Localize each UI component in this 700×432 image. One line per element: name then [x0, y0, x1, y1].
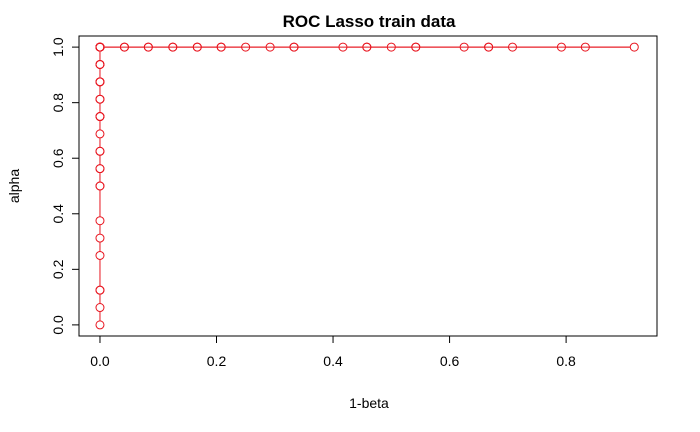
y-axis-label: alpha	[6, 169, 22, 203]
data-point	[95, 285, 105, 295]
data-point	[119, 42, 129, 52]
data-point	[95, 59, 105, 69]
data-point	[241, 42, 251, 52]
x-tick-label: 0.8	[556, 353, 576, 369]
y-tick-label: 1.0	[50, 37, 66, 57]
data-point	[95, 320, 105, 330]
data-point	[386, 42, 396, 52]
data-point	[95, 164, 105, 174]
x-axis-label: 1-beta	[349, 395, 389, 411]
data-point	[95, 146, 105, 156]
y-tick-label: 0.0	[50, 315, 66, 335]
x-tick-label: 0.6	[440, 353, 460, 369]
data-point	[289, 42, 299, 52]
y-tick-label: 0.4	[50, 204, 66, 224]
data-point	[95, 181, 105, 191]
data-point	[95, 77, 105, 87]
data-point	[411, 42, 421, 52]
chart-title: ROC Lasso train data	[283, 12, 456, 31]
y-tick-label: 0.2	[50, 259, 66, 279]
data-point	[95, 216, 105, 226]
data-point	[95, 42, 105, 52]
x-axis: 0.0 0.2 0.4 0.6 0.8	[90, 335, 576, 369]
data-point	[216, 42, 226, 52]
data-point	[95, 233, 105, 243]
data-point	[556, 42, 566, 52]
data-point	[484, 42, 494, 52]
plot-frame	[78, 35, 658, 337]
series-layer	[95, 42, 639, 330]
data-point	[508, 42, 517, 52]
data-point	[95, 112, 105, 122]
x-tick-label: 0.4	[323, 353, 343, 369]
y-tick-label: 0.6	[50, 148, 66, 168]
y-axis: 0.0 0.2 0.4 0.6 0.8 1.0	[50, 37, 80, 335]
data-point	[95, 250, 105, 260]
data-point	[95, 94, 105, 104]
data-point	[168, 42, 178, 52]
y-tick-label: 0.8	[50, 93, 66, 113]
data-point	[95, 303, 105, 313]
data-point	[192, 42, 202, 52]
data-point	[362, 42, 372, 52]
data-point	[95, 129, 105, 139]
data-point	[338, 42, 348, 52]
data-point	[143, 42, 153, 52]
x-tick-label: 0.0	[90, 353, 110, 369]
data-point	[629, 42, 639, 52]
data-point	[265, 42, 275, 52]
data-point	[580, 42, 590, 52]
x-tick-label: 0.2	[207, 353, 227, 369]
data-point	[459, 42, 469, 52]
